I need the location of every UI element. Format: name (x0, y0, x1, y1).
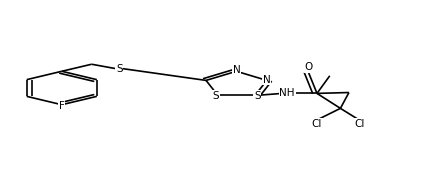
Text: S: S (254, 91, 261, 101)
Text: F: F (59, 101, 65, 111)
Text: S: S (116, 64, 123, 74)
Text: O: O (304, 62, 313, 72)
Text: N: N (263, 74, 271, 84)
Text: Cl: Cl (354, 119, 365, 129)
Text: NH: NH (279, 88, 295, 98)
Text: N: N (233, 65, 240, 75)
Text: Cl: Cl (312, 119, 322, 129)
Text: S: S (212, 91, 219, 101)
